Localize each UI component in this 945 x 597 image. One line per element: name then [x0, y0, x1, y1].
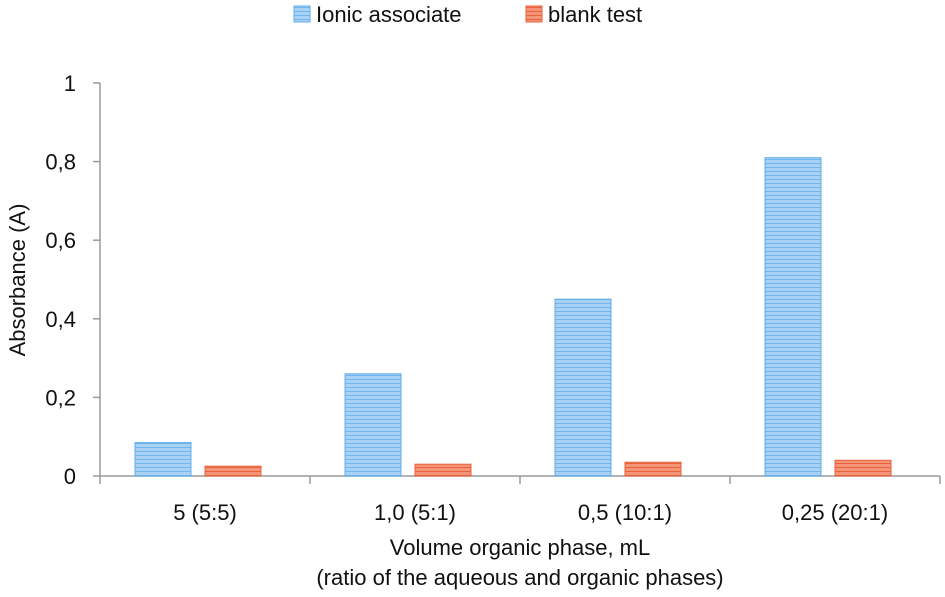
bar-blank-test: [414, 463, 472, 477]
y-tick-label: 1: [64, 71, 76, 96]
y-tick-label: 0,4: [45, 307, 76, 332]
bar-blank-test: [624, 461, 682, 477]
bar-ionic-associate: [134, 442, 192, 477]
legend-swatch-ionic-associate: [293, 5, 311, 23]
x-tick-label: 0,25 (20:1): [782, 500, 888, 525]
x-axis-ticks: 5 (5:5) 1,0 (5:1) 0,5 (10:1) 0,25 (20:1): [99, 476, 941, 525]
legend-label-blank-test: blank test: [548, 2, 642, 27]
y-tick-label: 0,8: [45, 150, 76, 175]
bar-blank-test: [204, 465, 262, 477]
y-tick-label: 0,2: [45, 385, 76, 410]
x-axis-title: Volume organic phase, mL: [390, 535, 651, 560]
y-tick-label: 0,6: [45, 228, 76, 253]
x-axis-subtitle: (ratio of the aqueous and organic phases…: [316, 565, 723, 590]
y-axis-ticks: 0 0,2 0,4 0,6 0,8 1: [45, 71, 100, 489]
legend: Ionic associate blank test: [293, 2, 642, 27]
bar-ionic-associate: [344, 373, 402, 477]
legend-label-ionic-associate: Ionic associate: [316, 2, 462, 27]
y-axis-title: Absorbance (A): [5, 204, 30, 357]
bars: [134, 157, 892, 477]
bar-blank-test: [834, 459, 892, 477]
y-tick-label: 0: [64, 464, 76, 489]
x-tick-label: 1,0 (5:1): [374, 500, 456, 525]
x-tick-label: 5 (5:5): [173, 500, 237, 525]
legend-swatch-blank-test: [525, 5, 543, 23]
bar-ionic-associate: [764, 157, 822, 477]
bar-ionic-associate: [554, 298, 612, 477]
x-tick-label: 0,5 (10:1): [578, 500, 672, 525]
